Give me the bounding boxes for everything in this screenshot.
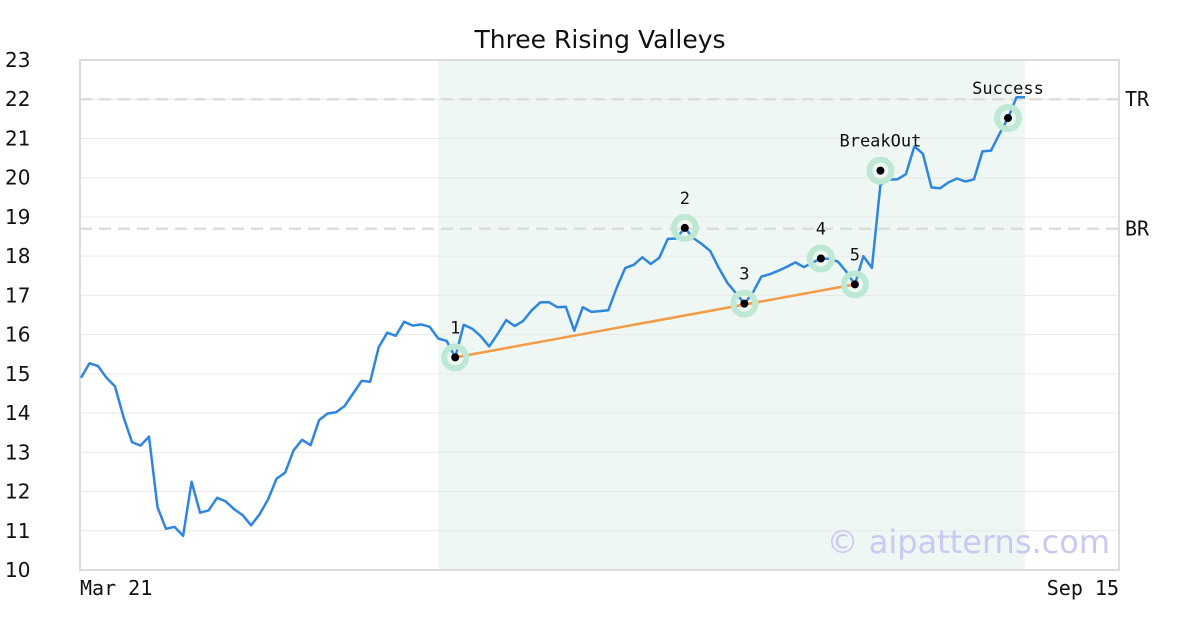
- level-label-tr: TR: [1125, 87, 1150, 111]
- point-label-2: 2: [680, 189, 690, 209]
- y-tick-label: 12: [5, 480, 30, 504]
- y-tick-label: 10: [5, 558, 30, 582]
- y-tick-label: 14: [5, 401, 30, 425]
- y-tick-label: 15: [5, 362, 30, 386]
- y-tick-label: 18: [5, 244, 30, 268]
- point-halo-1: [441, 343, 470, 372]
- point-marker-breakout: [876, 166, 885, 175]
- point-halo-3: [730, 289, 759, 318]
- point-label-3: 3: [739, 265, 749, 285]
- point-halo-5: [840, 270, 869, 299]
- point-label-success: Success: [972, 79, 1044, 99]
- price-line: [79, 96, 1025, 538]
- y-tick-label: 17: [5, 283, 30, 307]
- point-marker-5: [850, 280, 859, 289]
- x-tick-start: Mar 21: [80, 576, 152, 600]
- y-tick-label: 19: [5, 205, 30, 229]
- y-tick-label: 22: [5, 87, 30, 111]
- watermark: © aipatterns.com: [827, 523, 1110, 561]
- chart-title: Three Rising Valleys: [473, 25, 725, 54]
- point-halo-4: [806, 244, 835, 273]
- y-tick-label: 11: [5, 519, 30, 543]
- y-tick-label: 23: [5, 48, 30, 72]
- y-tick-label: 20: [5, 166, 30, 190]
- point-marker-4: [816, 254, 825, 263]
- point-halo-breakout: [866, 156, 895, 185]
- point-label-5: 5: [850, 245, 860, 265]
- plot-frame: [79, 59, 1120, 571]
- point-label-4: 4: [816, 220, 826, 240]
- point-marker-1: [451, 353, 460, 362]
- point-halo-2: [670, 213, 699, 242]
- level-label-br: BR: [1125, 217, 1150, 241]
- point-label-1: 1: [450, 318, 460, 338]
- point-marker-2: [680, 223, 689, 232]
- x-tick-end: Sep 15: [1047, 576, 1119, 600]
- point-marker-3: [740, 299, 749, 308]
- point-label-breakout: BreakOut: [839, 132, 921, 152]
- y-tick-label: 21: [5, 126, 30, 150]
- y-tick-label: 16: [5, 323, 30, 347]
- trendline: [454, 283, 856, 359]
- y-tick-label: 13: [5, 440, 30, 464]
- point-halo-success: [993, 104, 1022, 133]
- point-marker-success: [1003, 114, 1012, 123]
- pattern-zone: [438, 60, 1025, 570]
